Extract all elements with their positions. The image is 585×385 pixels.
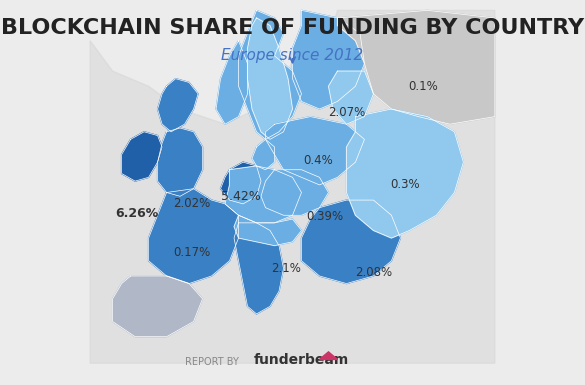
Polygon shape xyxy=(239,10,301,139)
Polygon shape xyxy=(338,10,495,124)
Text: BLOCKCHAIN SHARE OF FUNDING BY COUNTRY: BLOCKCHAIN SHARE OF FUNDING BY COUNTRY xyxy=(1,18,584,38)
Polygon shape xyxy=(225,166,301,223)
Text: 6.26%: 6.26% xyxy=(116,207,159,220)
Polygon shape xyxy=(216,41,247,124)
Text: 2.07%: 2.07% xyxy=(328,106,365,119)
Polygon shape xyxy=(301,200,400,284)
Polygon shape xyxy=(261,170,328,215)
Text: 0.17%: 0.17% xyxy=(173,246,211,259)
Polygon shape xyxy=(122,132,162,181)
Polygon shape xyxy=(90,10,495,363)
Text: 0.3%: 0.3% xyxy=(390,178,419,191)
Text: REPORT BY: REPORT BY xyxy=(185,357,239,367)
Polygon shape xyxy=(234,223,284,314)
Text: Europe since 2012: Europe since 2012 xyxy=(221,48,364,63)
Polygon shape xyxy=(266,117,364,185)
Text: funderbeam: funderbeam xyxy=(254,353,349,367)
Polygon shape xyxy=(157,128,202,196)
Text: 0.4%: 0.4% xyxy=(304,154,333,167)
Text: 2.02%: 2.02% xyxy=(173,198,210,210)
Text: 5.42%: 5.42% xyxy=(221,190,261,203)
Text: 2.1%: 2.1% xyxy=(271,262,301,275)
Polygon shape xyxy=(149,189,239,284)
Polygon shape xyxy=(247,18,292,139)
Polygon shape xyxy=(113,276,202,337)
Polygon shape xyxy=(319,352,338,360)
Polygon shape xyxy=(234,215,301,246)
Polygon shape xyxy=(157,79,198,132)
Polygon shape xyxy=(221,162,261,204)
Text: 0.39%: 0.39% xyxy=(307,209,343,223)
Text: 0.1%: 0.1% xyxy=(408,80,438,93)
Polygon shape xyxy=(346,109,463,238)
Polygon shape xyxy=(252,139,274,170)
Text: 2.08%: 2.08% xyxy=(355,266,392,279)
Polygon shape xyxy=(328,71,373,124)
Polygon shape xyxy=(292,10,364,109)
